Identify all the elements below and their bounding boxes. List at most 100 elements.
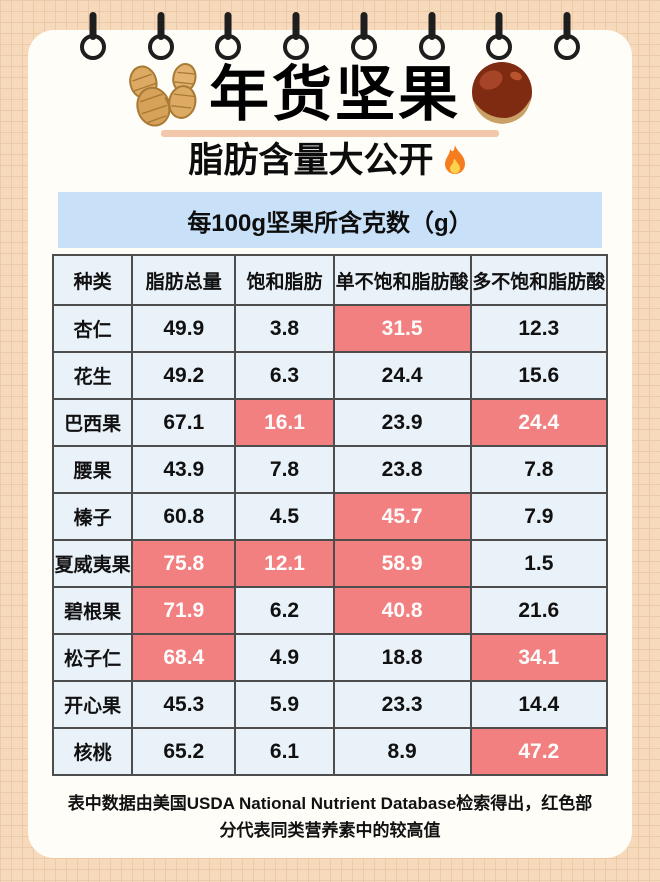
row-label: 花生 [51,351,134,401]
value-cell: 18.8 [332,633,472,683]
table-row: 榛子 60.8 4.5 45.7 7.9 [51,492,609,542]
value-cell: 23.9 [332,398,472,448]
table-row: 核桃 65.2 6.1 8.9 47.2 [51,727,609,777]
row-label: 巴西果 [51,398,134,448]
table-header-row: 种类 脂肪总量 饱和脂肪 单不饱和脂肪酸 多不饱和脂肪酸 [51,254,609,307]
value-cell: 21.6 [469,586,609,636]
page-title: 年货坚果 [209,61,461,128]
binder-ring [80,12,106,60]
value-cell-highlighted: 71.9 [131,586,237,636]
binder-ring [553,12,580,60]
value-cell-highlighted: 47.2 [469,727,609,777]
table-title: 每100g坚果所含克数（g） [187,209,473,237]
value-cell-highlighted: 16.1 [234,398,335,448]
table-row: 松子仁 68.4 4.9 18.8 34.1 [51,633,609,683]
row-label: 腰果 [51,445,134,495]
binder-pin-icon [292,12,300,40]
column-header: 单不饱和脂肪酸 [332,254,472,307]
value-cell-highlighted: 40.8 [332,586,472,636]
title-underline [161,130,499,137]
table-row: 巴西果 67.1 16.1 23.9 24.4 [51,398,609,448]
binder-loop-icon [553,34,580,60]
value-cell: 67.1 [131,398,237,448]
value-cell-highlighted: 12.1 [234,539,335,589]
binder-pin-icon [563,12,571,40]
value-cell-highlighted: 58.9 [332,539,472,589]
table-row: 花生 49.2 6.3 24.4 15.6 [51,351,609,401]
fire-icon [438,143,472,179]
value-cell: 5.9 [234,680,335,730]
value-cell-highlighted: 68.4 [131,633,237,683]
binder-pin-icon [89,12,97,40]
value-cell: 23.8 [332,445,472,495]
value-cell: 1.5 [469,539,609,589]
binder-loop-icon [486,34,513,60]
value-cell: 12.3 [469,304,609,354]
notebook-card: 年货坚果 脂肪含量大公开 每100g坚果所含克数（g） [28,30,632,858]
table-row: 开心果 45.3 5.9 23.3 14.4 [51,680,609,730]
value-cell: 14.4 [469,680,609,730]
binder-pin-icon [428,12,436,40]
binder-pin-icon [495,12,503,40]
table-row: 腰果 43.9 7.8 23.8 7.8 [51,445,609,495]
nutrition-table: 种类 脂肪总量 饱和脂肪 单不饱和脂肪酸 多不饱和脂肪酸 杏仁 49.9 3.8 31.5 12… [51,254,609,777]
value-cell: 49.9 [131,304,237,354]
table-row: 碧根果 71.9 6.2 40.8 21.6 [51,586,609,636]
row-label: 核桃 [51,727,134,777]
binder-ring [418,12,445,60]
value-cell: 4.5 [234,492,335,542]
row-label: 夏威夷果 [51,539,134,589]
binder-loop-icon [215,34,242,60]
value-cell-highlighted: 31.5 [332,304,472,354]
value-cell: 24.4 [332,351,472,401]
value-cell: 15.6 [469,351,609,401]
value-cell-highlighted: 34.1 [469,633,609,683]
row-label: 碧根果 [51,586,134,636]
table-row: 杏仁 49.9 3.8 31.5 12.3 [51,304,609,354]
row-label: 榛子 [51,492,134,542]
value-cell: 3.8 [234,304,335,354]
binder-ring [283,12,310,60]
peanut-icon [117,54,209,136]
table-body: 杏仁 49.9 3.8 31.5 12.3 花生 49.2 6.3 24.4 15.6 巴西果 67.… [51,304,609,777]
binder-loop-icon [350,34,377,60]
row-label: 松子仁 [51,633,134,683]
binder-ring [486,12,513,60]
binder-loop-icon [80,34,106,60]
footnote: 表中数据由美国USDA National Nutrient Database检索… [67,794,593,840]
binder-ring [147,12,174,60]
value-cell: 6.2 [234,586,335,636]
subtitle-row: 脂肪含量大公开 [28,141,632,181]
column-header: 脂肪总量 [131,254,237,307]
chestnut-icon [461,54,543,136]
value-cell: 49.2 [131,351,237,401]
binder-ring [350,12,377,60]
column-header: 多不饱和脂肪酸 [469,254,609,307]
row-label: 杏仁 [51,304,134,354]
binder-loop-icon [418,34,445,60]
value-cell: 60.8 [131,492,237,542]
value-cell: 65.2 [131,727,237,777]
binder-rings [80,12,580,60]
column-header: 饱和脂肪 [234,254,335,307]
value-cell: 7.9 [469,492,609,542]
value-cell: 4.9 [234,633,335,683]
value-cell-highlighted: 75.8 [131,539,237,589]
value-cell: 43.9 [131,445,237,495]
value-cell: 6.3 [234,351,335,401]
binder-pin-icon [360,12,368,40]
value-cell: 23.3 [332,680,472,730]
value-cell: 45.3 [131,680,237,730]
binder-ring [215,12,242,60]
value-cell: 8.9 [332,727,472,777]
binder-pin-icon [157,12,165,40]
row-label: 开心果 [51,680,134,730]
value-cell-highlighted: 24.4 [469,398,609,448]
value-cell: 6.1 [234,727,335,777]
binder-loop-icon [147,34,174,60]
page-subtitle: 脂肪含量大公开 [188,141,434,180]
column-header: 种类 [51,254,134,307]
value-cell: 7.8 [469,445,609,495]
title-row: 年货坚果 [28,54,632,136]
